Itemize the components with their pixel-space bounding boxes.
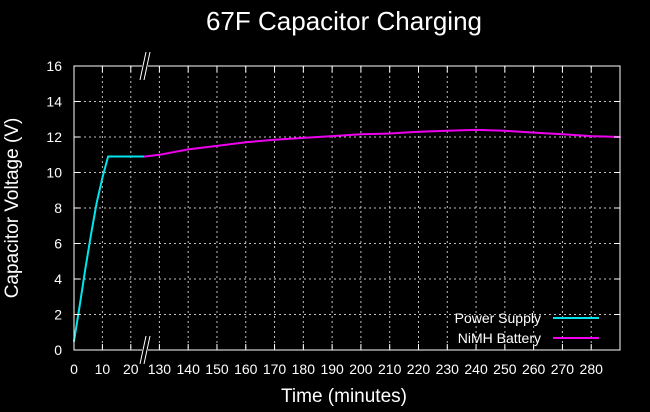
series-layer bbox=[73, 128, 621, 343]
axis-break-gap bbox=[142, 336, 148, 364]
y-axis-title: Capacitor Voltage (V) bbox=[2, 118, 23, 299]
x-tick-label: 10 bbox=[95, 361, 111, 377]
x-tick-label: 0 bbox=[70, 361, 78, 377]
x-tick-label: 170 bbox=[263, 361, 287, 377]
x-tick-label: 260 bbox=[522, 361, 546, 377]
axis-break-marks bbox=[139, 51, 151, 365]
y-tick-label: 10 bbox=[46, 165, 62, 181]
x-tick-label: 270 bbox=[551, 361, 575, 377]
x-tick-label: 160 bbox=[234, 361, 258, 377]
y-tick-label: 2 bbox=[54, 307, 62, 323]
axis-break-slash bbox=[143, 51, 151, 81]
x-tick-label: 190 bbox=[320, 361, 344, 377]
x-tick-label: 220 bbox=[407, 361, 431, 377]
axis-break-slash bbox=[139, 51, 147, 81]
series-line-power-supply bbox=[73, 155, 146, 343]
legend-label-power-supply: Power Supply bbox=[455, 310, 541, 326]
legend: Power Supply NiMH Battery bbox=[455, 310, 599, 346]
x-tick-labels: 0 10 20 130 140 150 160 170 180 190 200 210 220 230 24… bbox=[70, 361, 603, 377]
legend-label-nimh-battery: NiMH Battery bbox=[458, 330, 541, 346]
x-tick-label: 150 bbox=[205, 361, 229, 377]
x-tick-label: 250 bbox=[493, 361, 517, 377]
axis-break-gap bbox=[142, 52, 148, 80]
y-tick-label: 4 bbox=[54, 271, 62, 287]
axis-break-slash bbox=[139, 335, 147, 365]
axis-break-slash bbox=[143, 335, 151, 365]
y-tick-label: 6 bbox=[54, 236, 62, 252]
x-tick-label: 130 bbox=[148, 361, 172, 377]
axis-ticks bbox=[73, 65, 620, 351]
y-tick-label: 16 bbox=[46, 58, 62, 74]
x-tick-label: 140 bbox=[177, 361, 201, 377]
grid-lines bbox=[73, 65, 620, 351]
x-tick-label: 280 bbox=[580, 361, 604, 377]
x-tick-label: 180 bbox=[292, 361, 316, 377]
y-tick-label: 8 bbox=[54, 200, 62, 216]
x-tick-label: 200 bbox=[349, 361, 373, 377]
series-line-nimh-battery bbox=[144, 128, 621, 158]
y-tick-label: 12 bbox=[46, 129, 62, 145]
y-tick-label: 14 bbox=[46, 94, 62, 110]
y-tick-labels: 0 2 4 6 8 10 12 14 16 bbox=[46, 58, 62, 358]
y-tick-label: 0 bbox=[54, 342, 62, 358]
x-tick-label: 240 bbox=[464, 361, 488, 377]
x-tick-label: 210 bbox=[378, 361, 402, 377]
x-tick-label: 20 bbox=[123, 361, 139, 377]
x-tick-label: 230 bbox=[436, 361, 460, 377]
x-axis-title: Time (minutes) bbox=[281, 386, 407, 407]
chart-title: 67F Capacitor Charging bbox=[206, 6, 482, 36]
